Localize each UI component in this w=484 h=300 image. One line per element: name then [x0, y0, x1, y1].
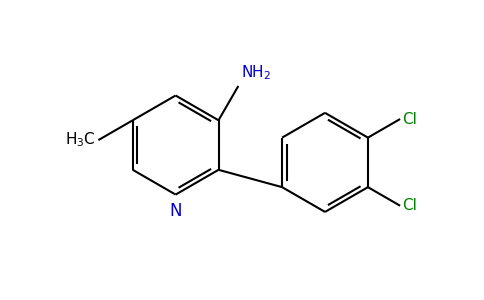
Text: Cl: Cl — [403, 112, 418, 127]
Text: NH$_2$: NH$_2$ — [241, 63, 271, 82]
Text: N: N — [169, 202, 182, 220]
Text: Cl: Cl — [403, 198, 418, 213]
Text: H$_3$C: H$_3$C — [65, 131, 96, 149]
